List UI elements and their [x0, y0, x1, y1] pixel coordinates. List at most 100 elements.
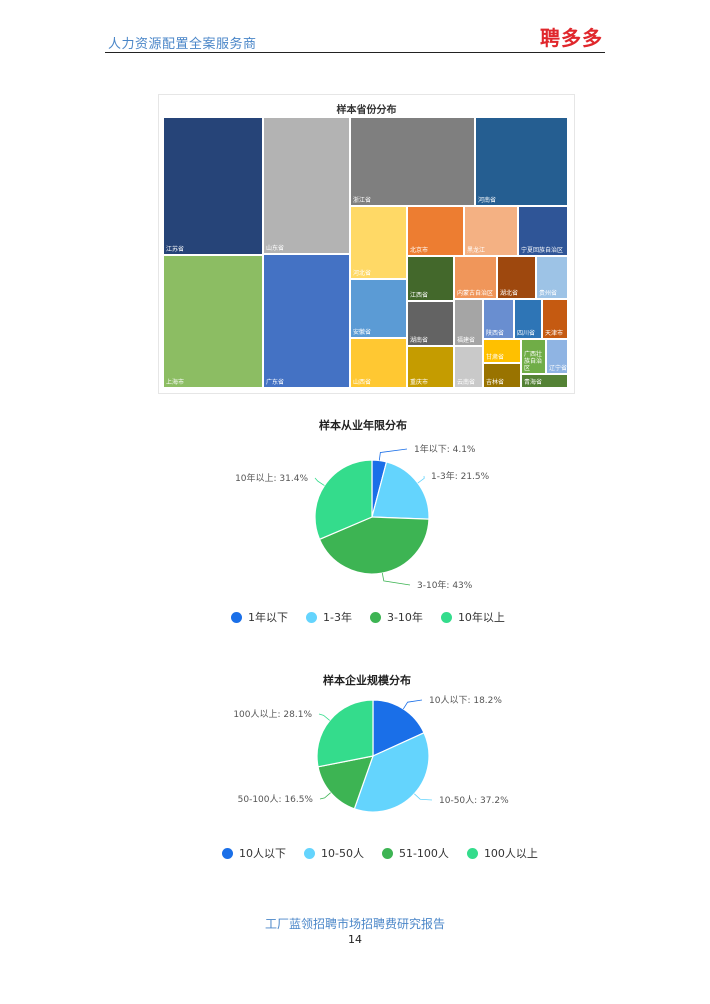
legend-label: 10年以上	[457, 611, 505, 624]
treemap-cell: 山西省	[350, 338, 407, 388]
treemap-cell: 安徽省	[350, 279, 407, 338]
treemap-cell: 青海省	[521, 374, 568, 388]
years-pie-chart: 1年以下: 4.1% 1-3年: 21.5% 3-10年: 43% 10年以上: 31…	[235, 443, 490, 591]
treemap-cell: 北京市	[407, 206, 464, 256]
treemap-cell-label: 山东省	[266, 245, 285, 252]
treemap-cell: 福建省	[454, 299, 483, 346]
legend-item[interactable]: 10人以下	[222, 845, 286, 861]
pie-leader-line	[417, 475, 425, 484]
treemap-cell-label: 广东省	[266, 379, 285, 386]
treemap-cell: 甘肃省	[483, 339, 521, 363]
pie-leader-line	[378, 448, 408, 461]
legend-item[interactable]: 100人以上	[466, 845, 538, 861]
treemap-cell: 河南省	[475, 117, 568, 206]
treemap-cell: 广西壮族自治区	[521, 339, 546, 374]
treemap-cell-label: 天津市	[545, 330, 564, 337]
legend-item[interactable]: 51-100人	[381, 845, 449, 861]
legend-marker-icon	[306, 611, 317, 623]
pie-slice	[353, 732, 430, 813]
legend-label: 1年以下	[248, 611, 288, 624]
treemap-cell-label: 甘肃省	[486, 354, 505, 361]
treemap-cell: 重庆市	[407, 346, 454, 388]
treemap-cell: 贵州省	[536, 256, 568, 299]
treemap-cell-label: 上海市	[166, 379, 185, 386]
treemap-cell-label: 吉林省	[486, 379, 505, 386]
treemap-cell: 黑龙江	[464, 206, 518, 256]
treemap-cell-label: 宁夏回族自治区	[521, 247, 564, 254]
treemap-cell-label: 福建省	[457, 337, 476, 344]
treemap-cell-label: 贵州省	[539, 290, 558, 297]
company-size-pie-title: 样本企业规模分布	[323, 674, 411, 687]
pie-leader-line	[314, 477, 325, 486]
legend-item[interactable]: 10年以上	[440, 609, 505, 625]
years-pie-legend: 1年以下 1-3年 3-10年 10年以上	[231, 609, 505, 625]
treemap-cell: 云南省	[454, 346, 483, 388]
header-divider	[105, 52, 605, 53]
pie-slice	[318, 516, 430, 575]
legend-label: 10人以下	[239, 847, 286, 860]
treemap-cell: 广东省	[263, 254, 350, 388]
legend-item[interactable]: 10-50人	[304, 845, 364, 861]
legend-marker-icon	[466, 847, 478, 859]
treemap-cell-label: 辽宁省	[549, 365, 568, 372]
treemap-cell: 江苏省	[163, 117, 263, 255]
legend-marker-icon	[381, 847, 393, 859]
pie-leader-line	[319, 792, 331, 800]
treemap-cell-label: 河北省	[353, 270, 372, 277]
treemap-cell: 上海市	[163, 255, 263, 388]
treemap-cell-label: 青海省	[524, 379, 543, 386]
treemap-cell-label: 北京市	[410, 247, 429, 254]
pie-data-label: 50-100人: 16.5%	[238, 794, 314, 805]
pie-slice	[371, 461, 430, 520]
pie-leader-line	[414, 793, 433, 801]
brand-logo: 聘多多	[540, 26, 603, 50]
province-treemap-chart: 样本省份分布 江苏省上海市 山东省广东省 浙江省 河南省河北省安徽省山西省 北京市 黑龙江…	[158, 94, 575, 394]
treemap-cell: 天津市	[542, 299, 568, 339]
pie-leader-line	[381, 572, 411, 586]
legend-item[interactable]: 1-3年	[306, 609, 352, 625]
pie-data-label: 1年以下: 4.1%	[414, 443, 476, 455]
header-company-tagline: 人力资源配置全案服务商	[108, 37, 257, 52]
page-number: 14	[348, 933, 362, 946]
treemap-title: 样本省份分布	[336, 105, 397, 116]
legend-item[interactable]: 3-10年	[369, 609, 423, 625]
treemap-cell-label: 重庆市	[410, 379, 429, 386]
legend-marker-icon	[222, 847, 233, 859]
treemap-cell: 山东省	[263, 117, 350, 254]
legend-marker-icon	[304, 847, 315, 859]
treemap-cell: 浙江省	[350, 117, 475, 206]
legend-item[interactable]: 1年以下	[231, 609, 288, 625]
legend-marker-icon	[440, 611, 452, 623]
pie-data-label: 3-10年: 43%	[417, 579, 473, 591]
pie-slice	[372, 699, 425, 757]
treemap-cell: 辽宁省	[546, 339, 568, 374]
treemap-cell-label: 江苏省	[166, 246, 185, 253]
legend-label: 1-3年	[323, 611, 352, 624]
pie-data-label: 10人以下: 18.2%	[429, 695, 502, 706]
treemap-cell: 内蒙古自治区	[454, 256, 497, 299]
years-pie-title: 样本从业年限分布	[319, 419, 407, 432]
treemap-cell-label: 浙江省	[353, 197, 372, 204]
treemap-cell: 湖北省	[497, 256, 536, 299]
treemap-cell-label: 四川省	[517, 330, 536, 337]
legend-label: 10-50人	[321, 847, 364, 860]
pie-data-label: 10-50人: 37.2%	[439, 795, 509, 806]
treemap-cell-label: 湖北省	[500, 290, 519, 297]
treemap-cell: 湖南省	[407, 301, 454, 346]
pie-slice	[316, 699, 374, 768]
treemap-cell: 四川省	[514, 299, 542, 339]
legend-marker-icon	[369, 611, 381, 623]
treemap-cell-label: 安徽省	[353, 329, 372, 336]
treemap-cell-label: 云南省	[457, 379, 476, 386]
company-size-pie-legend: 10人以下 10-50人 51-100人 100人以上	[222, 845, 538, 861]
pie-slice	[314, 459, 373, 541]
treemap-cell-label: 黑龙江	[467, 247, 486, 254]
treemap-cell: 吉林省	[483, 363, 521, 388]
treemap-cell: 陕西省	[483, 299, 514, 339]
treemap-cell-label: 河南省	[478, 197, 497, 204]
legend-label: 51-100人	[398, 847, 449, 860]
company-size-pie-chart: 10人以下: 18.2% 10-50人: 37.2% 50-100人: 16.5% 1…	[233, 695, 509, 813]
treemap-cell-label: 江西省	[410, 292, 429, 299]
pie-leader-line	[318, 713, 330, 721]
treemap-cell-label: 湖南省	[410, 337, 429, 344]
